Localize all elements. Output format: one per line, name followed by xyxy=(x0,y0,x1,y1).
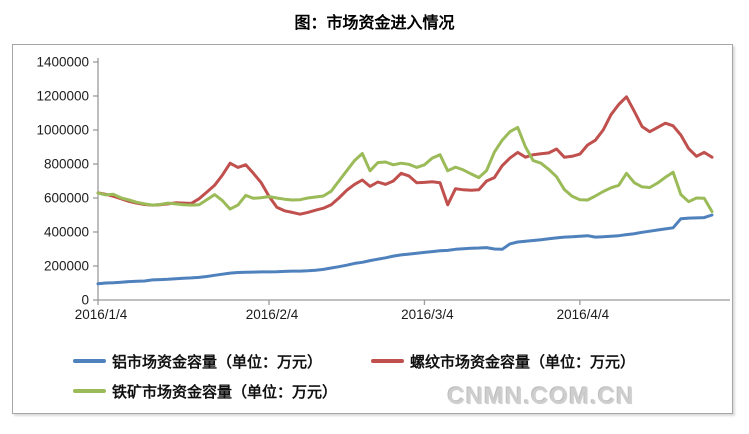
x-axis-tick-label: 2016/2/4 xyxy=(246,307,299,322)
legend-item-rebar: 螺纹市场资金容量（单位：万元） xyxy=(371,352,636,371)
y-axis-tick-label: 1200000 xyxy=(36,89,89,104)
legend-label-aluminum: 铝市场资金容量（单位：万元） xyxy=(112,353,323,371)
y-axis-tick-label: 800000 xyxy=(44,157,89,172)
y-axis-tick-label: 0 xyxy=(81,293,89,308)
y-axis-tick-label: 1400000 xyxy=(36,55,89,70)
x-axis-tick-label: 2016/4/4 xyxy=(557,307,610,322)
iron-ore-line-swatch-icon xyxy=(73,389,106,393)
chart-card: 0 200000 400000 600000 800000 1000000 1200000 1… xyxy=(12,44,733,414)
series-line-rebar xyxy=(96,95,714,216)
y-axis-tick-label: 1000000 xyxy=(36,123,89,138)
x-axis-tick-label: 2016/1/4 xyxy=(75,307,128,322)
y-axis-tick-label: 200000 xyxy=(44,259,89,274)
y-axis-tick-label: 400000 xyxy=(44,225,89,240)
y-axis-tick-label: 600000 xyxy=(44,191,89,206)
legend-label-iron-ore: 铁矿市场资金容量（单位：万元） xyxy=(112,383,338,401)
legend-item-aluminum: 铝市场资金容量（单位：万元） xyxy=(73,352,323,371)
legend-label-rebar: 螺纹市场资金容量（单位：万元） xyxy=(410,353,636,371)
chart-title: 图：市场资金进入情况 xyxy=(294,15,455,32)
series-line-iron-ore xyxy=(96,125,714,214)
chart-plot-area: 0 200000 400000 600000 800000 1000000 1200000 1… xyxy=(36,55,730,322)
x-axis-tick-label: 2016/3/4 xyxy=(401,307,454,322)
series-line-aluminum xyxy=(96,213,714,286)
rebar-line-swatch-icon xyxy=(371,359,404,363)
watermark: CNMN.COM.CN xyxy=(447,383,635,410)
legend-item-iron-ore: 铁矿市场资金容量（单位：万元） xyxy=(73,382,338,401)
aluminum-line-swatch-icon xyxy=(73,359,106,363)
